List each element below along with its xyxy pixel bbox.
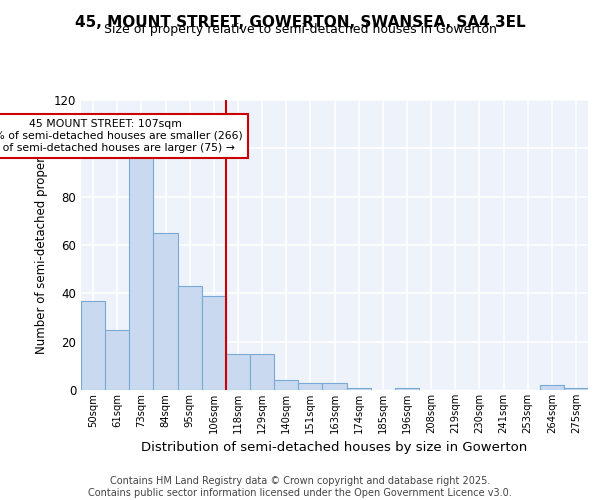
Bar: [178, 286, 202, 390]
Bar: [322, 383, 347, 390]
X-axis label: Distribution of semi-detached houses by size in Gowerton: Distribution of semi-detached houses by …: [142, 442, 527, 454]
Bar: [202, 296, 226, 390]
Bar: [347, 388, 371, 390]
Bar: [250, 354, 274, 390]
Bar: [564, 388, 588, 390]
Bar: [226, 354, 250, 390]
Bar: [540, 385, 564, 390]
Text: Size of property relative to semi-detached houses in Gowerton: Size of property relative to semi-detach…: [104, 22, 496, 36]
Bar: [129, 156, 154, 390]
Bar: [81, 300, 105, 390]
Bar: [105, 330, 129, 390]
Text: 45 MOUNT STREET: 107sqm
← 77% of semi-detached houses are smaller (266)
22% of s: 45 MOUNT STREET: 107sqm ← 77% of semi-de…: [0, 120, 242, 152]
Text: 45, MOUNT STREET, GOWERTON, SWANSEA, SA4 3EL: 45, MOUNT STREET, GOWERTON, SWANSEA, SA4…: [74, 15, 526, 30]
Y-axis label: Number of semi-detached properties: Number of semi-detached properties: [35, 136, 48, 354]
Bar: [298, 383, 322, 390]
Bar: [154, 233, 178, 390]
Bar: [274, 380, 298, 390]
Bar: [395, 388, 419, 390]
Text: Contains HM Land Registry data © Crown copyright and database right 2025.
Contai: Contains HM Land Registry data © Crown c…: [88, 476, 512, 498]
